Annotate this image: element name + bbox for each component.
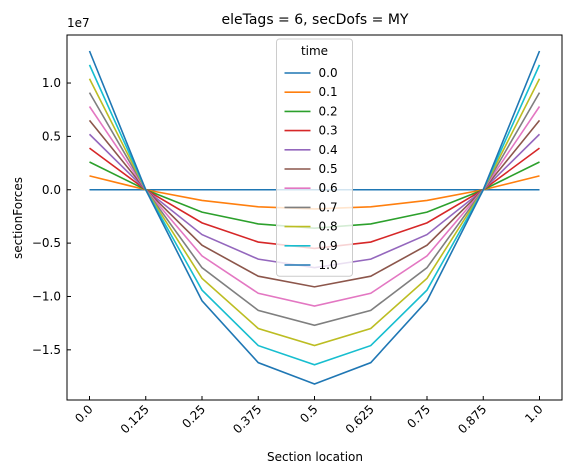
legend: time 0.0 0.1 0.2 0.3 0.4 0.5 0.6 0.7 0.8 0.9 1.0 bbox=[276, 38, 353, 277]
x-axis-label: Section location bbox=[267, 450, 363, 464]
y-axis-label: sectionForces bbox=[11, 177, 25, 259]
series-line bbox=[88, 64, 541, 366]
legend-label: 1.0 bbox=[319, 258, 338, 272]
y-tick-label: −1.0 bbox=[32, 289, 61, 303]
chart-title: eleTags = 6, secDofs = MY bbox=[222, 12, 409, 28]
legend-label: 0.1 bbox=[319, 85, 338, 99]
legend-label: 0.0 bbox=[319, 66, 338, 80]
x-tick-label: 0.375 bbox=[230, 402, 264, 436]
x-tick-label: 0.0 bbox=[72, 402, 95, 425]
series-line bbox=[88, 106, 541, 307]
x-tick-label: 0.875 bbox=[455, 402, 489, 436]
legend-label: 0.2 bbox=[319, 104, 338, 118]
legend-label: 0.3 bbox=[319, 124, 338, 138]
legend-box bbox=[276, 38, 353, 277]
series-line bbox=[88, 119, 541, 288]
x-tick-label: 1.0 bbox=[522, 402, 545, 425]
y-tick-label: −0.5 bbox=[32, 236, 61, 250]
y-offset-label: 1e7 bbox=[67, 16, 90, 30]
y-tick-label: 0.5 bbox=[42, 129, 61, 143]
y-tick-label: 0.0 bbox=[42, 183, 61, 197]
plot-frame bbox=[66, 34, 563, 401]
series-line bbox=[88, 50, 541, 385]
x-tick-label: 0.125 bbox=[118, 402, 152, 436]
series-line bbox=[88, 92, 541, 327]
legend-label: 0.8 bbox=[319, 220, 338, 234]
y-tick-label: −1.5 bbox=[32, 343, 61, 357]
y-tick-label: 1.0 bbox=[42, 76, 61, 90]
x-tick-label: 0.75 bbox=[404, 402, 433, 431]
legend-label: 0.9 bbox=[319, 239, 338, 253]
series-line bbox=[88, 78, 541, 347]
x-tick-label: 0.25 bbox=[179, 402, 208, 431]
legend-label: 0.7 bbox=[319, 200, 338, 214]
x-tick-label: 0.625 bbox=[343, 402, 377, 436]
legend-label: 0.5 bbox=[319, 162, 338, 176]
legend-label: 0.6 bbox=[319, 181, 338, 195]
legend-title: time bbox=[301, 44, 328, 58]
legend-label: 0.4 bbox=[319, 143, 338, 157]
x-tick-label: 0.5 bbox=[297, 402, 320, 425]
